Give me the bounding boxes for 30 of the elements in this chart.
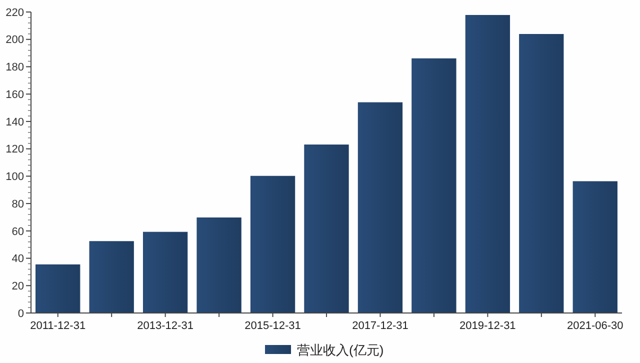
y-tick-label: 100 <box>6 171 24 184</box>
x-tick-label: 2017-12-31 <box>352 320 408 332</box>
y-tick-label: 20 <box>12 280 24 292</box>
bar <box>304 144 349 314</box>
bar <box>89 241 134 314</box>
y-tick-label: 80 <box>12 198 24 210</box>
bar <box>250 176 296 314</box>
bar <box>572 181 618 314</box>
bar <box>36 264 80 314</box>
y-tick-label: 120 <box>6 144 24 156</box>
bar <box>519 34 564 314</box>
y-tick-label: 180 <box>6 62 24 74</box>
bar <box>358 102 403 314</box>
x-tick-label: 2021-06-30 <box>566 320 624 332</box>
x-tick-label: 2013-12-31 <box>137 320 194 332</box>
x-tick-label: 2015-12-31 <box>244 320 301 332</box>
y-tick-label: 60 <box>12 226 24 238</box>
x-tick-label: 2011-12-31 <box>30 320 86 332</box>
y-tick-label: 140 <box>6 116 24 128</box>
y-tick-label: 220 <box>6 6 24 19</box>
y-tick-label: 160 <box>6 88 24 101</box>
y-tick-label: 40 <box>12 253 24 266</box>
bar <box>465 14 510 314</box>
legend-label: 营业收入(亿元) <box>297 342 384 358</box>
bar <box>142 232 188 314</box>
y-tick-label: 200 <box>6 34 24 46</box>
bar <box>196 217 242 314</box>
bar <box>412 58 456 314</box>
y-tick-label: 0 <box>18 308 24 320</box>
x-tick-label: 2019-12-31 <box>460 320 516 332</box>
